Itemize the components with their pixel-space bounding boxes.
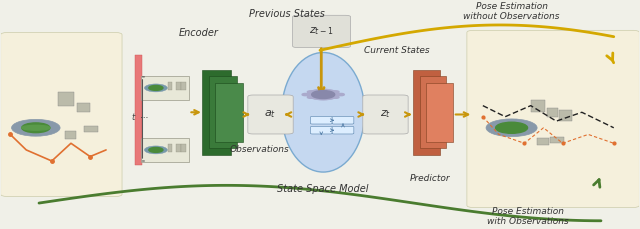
FancyBboxPatch shape [363,95,408,134]
Text: $t$  $\cdots$: $t$ $\cdots$ [131,111,149,122]
Circle shape [302,93,308,96]
Circle shape [307,91,314,93]
FancyBboxPatch shape [537,138,548,145]
Ellipse shape [282,52,365,172]
FancyBboxPatch shape [550,137,564,143]
FancyBboxPatch shape [292,15,351,48]
FancyBboxPatch shape [1,33,122,196]
FancyBboxPatch shape [310,126,332,134]
Circle shape [338,93,344,96]
Circle shape [333,96,339,98]
Text: $z_t$: $z_t$ [380,109,390,120]
FancyBboxPatch shape [141,76,189,100]
Text: State Space Model: State Space Model [278,184,369,194]
FancyBboxPatch shape [531,100,545,112]
Text: Pose Estimation
with Observations: Pose Estimation with Observations [486,207,568,226]
FancyBboxPatch shape [248,95,293,134]
FancyBboxPatch shape [209,76,237,148]
FancyBboxPatch shape [168,144,173,152]
Circle shape [22,123,50,133]
FancyBboxPatch shape [426,83,453,142]
FancyBboxPatch shape [58,92,74,106]
Circle shape [495,122,527,133]
FancyBboxPatch shape [84,126,98,132]
FancyBboxPatch shape [65,131,76,139]
FancyBboxPatch shape [181,82,186,90]
FancyBboxPatch shape [181,144,186,152]
FancyBboxPatch shape [215,83,243,142]
FancyBboxPatch shape [420,76,447,148]
FancyBboxPatch shape [176,144,180,152]
Circle shape [307,96,314,98]
FancyBboxPatch shape [202,70,230,155]
FancyBboxPatch shape [141,138,189,162]
Circle shape [145,84,168,92]
Ellipse shape [22,125,50,130]
FancyBboxPatch shape [332,117,354,124]
FancyBboxPatch shape [168,82,173,90]
Circle shape [145,146,168,154]
Circle shape [12,119,60,136]
FancyBboxPatch shape [547,108,558,117]
Circle shape [320,97,326,99]
Text: Pose Estimation
without Observations: Pose Estimation without Observations [463,2,560,21]
Circle shape [333,91,339,93]
Circle shape [312,91,335,98]
Text: $z_{t-1}$: $z_{t-1}$ [309,26,333,37]
Circle shape [320,90,326,92]
FancyBboxPatch shape [332,126,354,134]
FancyBboxPatch shape [135,55,143,165]
Text: $a_t$: $a_t$ [264,109,276,120]
FancyBboxPatch shape [413,70,440,155]
FancyBboxPatch shape [559,110,572,121]
Text: Previous States: Previous States [249,9,324,19]
FancyBboxPatch shape [176,82,180,90]
FancyBboxPatch shape [77,104,90,112]
Text: Observations: Observations [230,145,289,154]
Circle shape [307,89,339,100]
Circle shape [149,85,163,90]
Text: Current States: Current States [364,46,429,55]
Text: Encoder: Encoder [179,27,219,38]
Circle shape [486,119,537,137]
Circle shape [149,147,163,152]
FancyBboxPatch shape [310,117,332,124]
FancyBboxPatch shape [467,30,639,207]
Text: Predictor: Predictor [410,174,450,183]
